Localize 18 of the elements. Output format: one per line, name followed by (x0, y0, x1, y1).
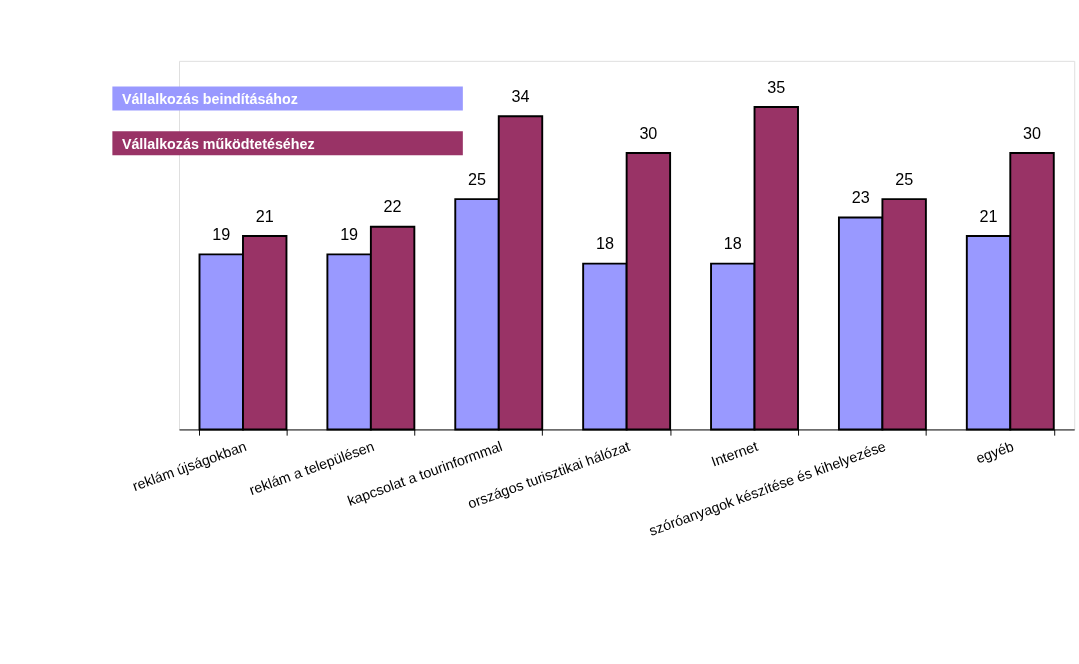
data-label: 35 (767, 77, 786, 96)
x-tick-label: Internet (708, 437, 760, 470)
data-label: 25 (468, 169, 487, 188)
data-label: 22 (383, 197, 402, 216)
data-label: 30 (639, 123, 658, 142)
data-label: 23 (851, 188, 870, 207)
text: Vállalkozás beindításához (121, 90, 298, 107)
x-tick-label: egyéb (973, 437, 1016, 467)
data-label: 18 (723, 234, 742, 253)
data-label: 18 (595, 234, 614, 253)
data-label: 19 (212, 225, 231, 244)
data-label: 19 (340, 225, 359, 244)
data-label: 34 (511, 86, 530, 105)
text: Vállalkozás működtetéséhez (121, 135, 315, 152)
data-label: 30 (1023, 123, 1042, 142)
data-label: 25 (895, 169, 914, 188)
data-label: 21 (255, 206, 274, 225)
data-label: 21 (979, 206, 998, 225)
